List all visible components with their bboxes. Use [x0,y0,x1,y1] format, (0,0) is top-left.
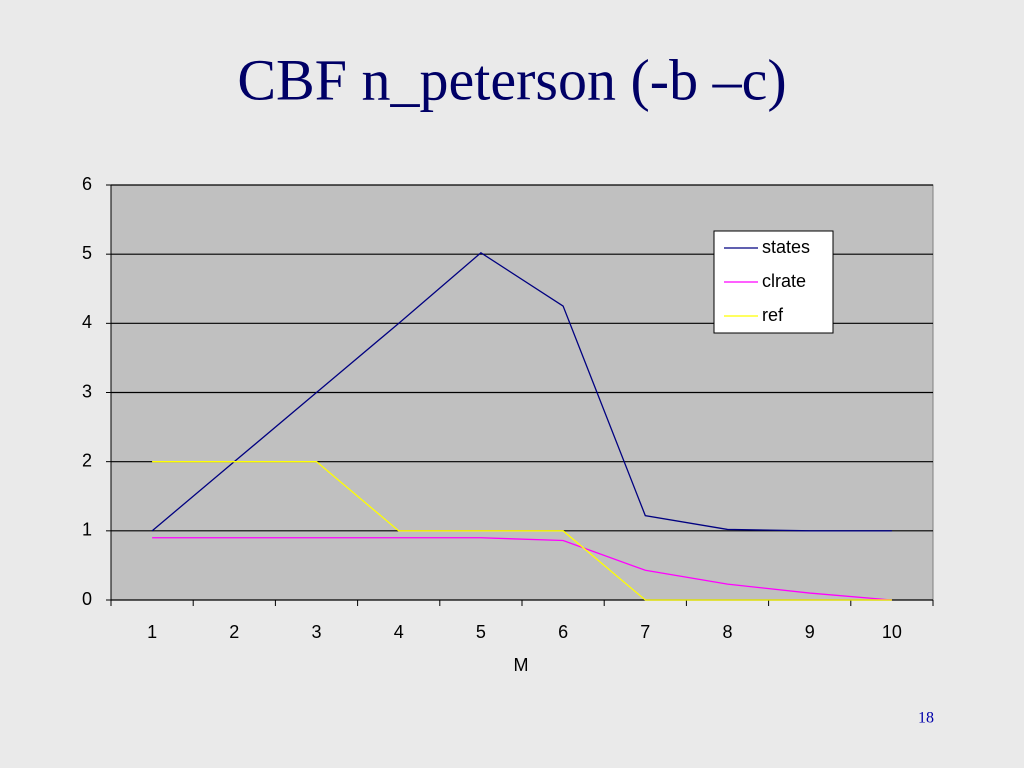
y-tick-label: 3 [82,381,92,401]
x-tick-label: 2 [229,622,239,642]
y-tick-label: 0 [82,589,92,609]
x-tick-label: 9 [805,622,815,642]
x-tick-label: 3 [311,622,321,642]
x-tick-label: 6 [558,622,568,642]
y-tick-label: 2 [82,450,92,470]
x-axis-label: M [514,655,529,675]
series-line [152,537,892,601]
x-tick-label: 8 [722,622,732,642]
slide-title: CBF n_peterson (-b –c) [237,47,786,112]
legend-label: states [762,237,810,257]
legend-label: ref [762,305,784,325]
x-tick-label: 7 [640,622,650,642]
y-tick-label: 1 [82,520,92,540]
y-tick-label: 4 [82,312,92,332]
x-tick-label: 1 [147,622,157,642]
x-tick-label: 10 [882,622,902,642]
x-tick-label: 5 [476,622,486,642]
series-line [151,251,892,532]
y-tick-label: 6 [82,174,92,194]
y-tick-label: 5 [82,243,92,263]
slide-number: 18 [918,710,934,727]
series-line [152,461,892,601]
x-tick-label: 4 [394,622,404,642]
legend-label: clrate [762,271,806,291]
